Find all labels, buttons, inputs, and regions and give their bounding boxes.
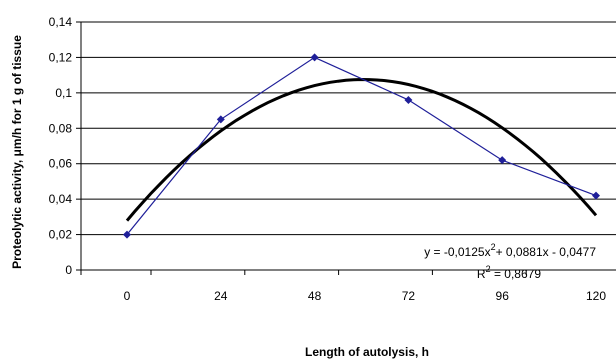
x-tick-label: 120: [586, 289, 606, 303]
data-point: [498, 156, 507, 165]
x-axis-title: Length of autolysis, h: [305, 345, 429, 359]
trendline-curve: [125, 77, 598, 222]
y-tick-label: 0,12: [49, 50, 73, 64]
x-tick-label: 0: [124, 289, 131, 303]
y-tick-labels: 0 0,02 0,04 0,06 0,08 0,1 0,12 0,14: [49, 15, 73, 277]
axes: [80, 22, 616, 271]
data-point: [310, 53, 319, 62]
trendline-equation: y = -0,0125x2+ 0,0881x - 0,0477: [424, 242, 596, 259]
y-axis-title: Proteolytic activity, μm/h for 1 g of ti…: [10, 35, 24, 269]
data-point: [404, 95, 413, 104]
y-tick-label: 0,06: [49, 157, 73, 171]
trendline-group: [125, 77, 598, 222]
data-point: [123, 230, 131, 239]
data-point: [592, 191, 600, 200]
y-tick-label: 0: [65, 263, 72, 277]
x-tick-label: 96: [496, 289, 510, 303]
x-tick-labels: 0 24 48 72 96 120: [80, 270, 606, 303]
gridlines: [76, 21, 616, 271]
series-group: [123, 53, 600, 239]
data-point: [216, 115, 225, 124]
y-tick-label: 0,04: [49, 192, 73, 206]
x-tick-label: 24: [214, 289, 228, 303]
x-tick-label: 48: [308, 289, 322, 303]
y-tick-label: 0,02: [49, 228, 73, 242]
y-tick-label: 0,14: [49, 15, 73, 29]
y-tick-label: 0,1: [55, 86, 72, 100]
y-tick-label: 0,08: [49, 121, 73, 135]
trendline-r2: R2 = 0,8679: [477, 264, 541, 281]
x-tick-label: 72: [402, 289, 416, 303]
series-line: [126, 56, 597, 235]
